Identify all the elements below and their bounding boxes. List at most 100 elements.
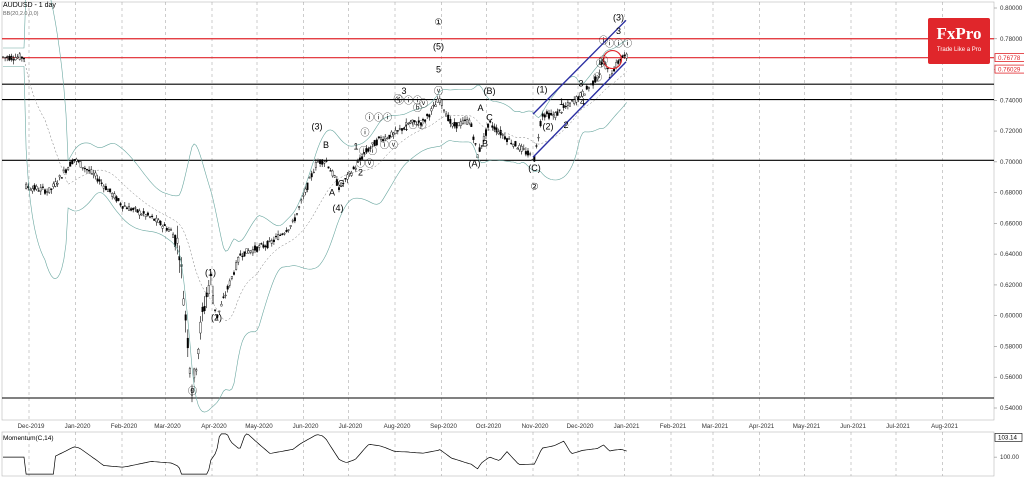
candle-body bbox=[98, 179, 101, 182]
candle-body bbox=[275, 235, 278, 238]
candle-body bbox=[104, 186, 107, 191]
candle-body bbox=[12, 59, 15, 61]
candle-body bbox=[621, 55, 624, 58]
candle-body bbox=[606, 67, 609, 70]
candle-body bbox=[445, 113, 448, 117]
candle-body bbox=[396, 130, 399, 132]
candle-body bbox=[96, 178, 99, 182]
wave-label: ⓘⓥ bbox=[356, 158, 374, 168]
candle-body bbox=[220, 303, 223, 307]
wave-label: A bbox=[329, 188, 335, 198]
candle-body bbox=[390, 131, 393, 138]
y-tick-label: 0.72000 bbox=[1000, 128, 1023, 135]
candle-body bbox=[516, 148, 519, 150]
candle-body bbox=[73, 159, 76, 161]
wave-label: (1) bbox=[205, 268, 216, 278]
candle-body bbox=[159, 220, 162, 226]
candle-body bbox=[426, 113, 429, 117]
bollinger-middle bbox=[3, 56, 627, 321]
candle-body bbox=[564, 105, 567, 108]
wave-label: 5 bbox=[436, 65, 441, 75]
candle-body bbox=[388, 134, 391, 139]
wave-label: ① bbox=[434, 17, 442, 27]
wave-label: 4 bbox=[403, 123, 408, 133]
x-tick-label: Mar-2020 bbox=[154, 423, 181, 430]
x-tick-label: Dec-2020 bbox=[567, 423, 594, 430]
candle-body bbox=[58, 175, 61, 178]
candle-body bbox=[545, 111, 548, 115]
wave-label: ⓘⓘⓘ bbox=[605, 38, 632, 48]
candle-body bbox=[529, 153, 532, 155]
candle-body bbox=[625, 53, 628, 59]
candle-body bbox=[457, 122, 460, 127]
candle-body bbox=[440, 99, 443, 106]
candle-body bbox=[384, 136, 387, 140]
candle-body bbox=[279, 234, 282, 236]
candle-body bbox=[81, 167, 84, 169]
wave-label: (2) bbox=[211, 312, 222, 322]
candle-body bbox=[495, 127, 498, 133]
candle-body bbox=[113, 193, 116, 199]
candle-body bbox=[573, 99, 576, 104]
candle-body bbox=[409, 121, 412, 124]
candle-body bbox=[312, 171, 315, 174]
wave-label: C bbox=[486, 112, 493, 122]
highlight-circle bbox=[602, 49, 623, 70]
y-tick-label: 0.60000 bbox=[1000, 313, 1023, 320]
candle-body bbox=[554, 112, 557, 118]
candle-body bbox=[201, 306, 204, 313]
candle-body bbox=[587, 87, 590, 89]
candle-body bbox=[585, 85, 588, 90]
candle-body bbox=[340, 182, 343, 187]
candle-body bbox=[449, 119, 452, 124]
candle-body bbox=[335, 179, 338, 186]
wave-label: 3 bbox=[401, 86, 406, 96]
candle-body bbox=[64, 169, 67, 173]
candle-body bbox=[428, 114, 431, 118]
candle-body bbox=[548, 112, 551, 119]
x-tick-label: May-2020 bbox=[245, 423, 273, 430]
candle-body bbox=[266, 241, 269, 249]
y-tick-label: 0.56000 bbox=[1000, 374, 1023, 381]
candle-body bbox=[342, 182, 345, 185]
candle-body bbox=[60, 177, 63, 179]
wave-label: ⓒ bbox=[599, 55, 608, 65]
candle-body bbox=[155, 217, 158, 223]
candle-body bbox=[520, 146, 523, 152]
candle-body bbox=[556, 111, 559, 116]
candle-body bbox=[566, 102, 569, 106]
candle-body bbox=[8, 55, 11, 61]
x-tick-label: Jan-2020 bbox=[65, 423, 91, 430]
wave-label: 2 bbox=[358, 168, 363, 178]
candle-body bbox=[10, 55, 13, 60]
candle-body bbox=[79, 161, 82, 168]
candle-body bbox=[14, 57, 17, 61]
candle-body bbox=[69, 161, 72, 167]
y-tick-label: 0.70000 bbox=[1000, 159, 1023, 166]
candle-body bbox=[367, 148, 370, 152]
wave-label: (2) bbox=[543, 122, 554, 132]
candle-body bbox=[29, 189, 32, 191]
candle-body bbox=[88, 169, 91, 172]
channel-upper-line bbox=[532, 19, 627, 115]
candle-body bbox=[333, 175, 336, 178]
candle-body bbox=[102, 185, 105, 189]
candle-body bbox=[466, 119, 469, 125]
candle-body bbox=[514, 141, 517, 147]
candle-body bbox=[380, 137, 383, 141]
candle-body bbox=[300, 199, 303, 202]
candle-body bbox=[461, 119, 464, 124]
candle-body bbox=[411, 119, 414, 123]
wave-label: ⓪ bbox=[188, 386, 197, 396]
candle-body bbox=[571, 99, 574, 102]
candle-body bbox=[598, 73, 601, 75]
candle-body bbox=[199, 321, 202, 334]
wave-label: (5) bbox=[433, 42, 444, 52]
momentum-value-box bbox=[994, 433, 1023, 442]
y-tick-label: 0.80000 bbox=[1000, 5, 1023, 12]
candle-body bbox=[474, 143, 477, 145]
candle-body bbox=[302, 195, 305, 197]
candle-body bbox=[596, 79, 599, 81]
wave-label: B bbox=[482, 138, 488, 148]
candle-body bbox=[327, 166, 330, 169]
